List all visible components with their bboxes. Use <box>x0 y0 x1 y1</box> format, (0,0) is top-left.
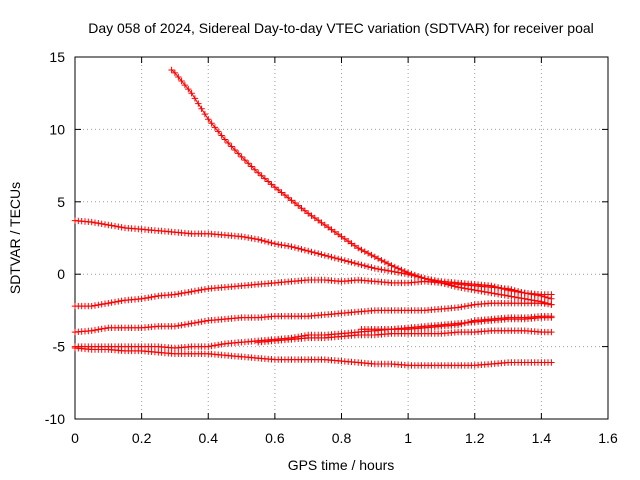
y-axis: -10 -5 0 5 10 15 <box>45 49 608 427</box>
grid-layer <box>75 57 608 419</box>
series-satellite-7 <box>358 313 555 333</box>
y-tick-label: 5 <box>57 194 65 210</box>
x-tick-label: 1.4 <box>532 430 552 446</box>
x-tick-label: 0.4 <box>199 430 219 446</box>
data-point-markers <box>71 276 555 310</box>
data-point-markers <box>71 344 555 369</box>
y-tick-label: -10 <box>45 411 65 427</box>
x-tick-label: 0.6 <box>265 430 285 446</box>
x-tick-label: 1.2 <box>465 430 485 446</box>
x-axis: 0 0.2 0.4 0.6 0.8 1 1.2 1.4 1.6 <box>71 57 618 446</box>
data-point-markers <box>358 313 555 333</box>
y-tick-label: 0 <box>57 266 65 282</box>
series-satellite-3 <box>71 276 555 310</box>
x-axis-label: GPS time / hours <box>288 457 395 473</box>
x-tick-label: 0 <box>71 430 79 446</box>
series-layer <box>71 66 555 369</box>
series-satellite-1 <box>168 66 555 308</box>
data-point-markers <box>71 300 555 336</box>
y-tick-label: 15 <box>49 49 65 65</box>
y-axis-label: SDTVAR / TECUs <box>7 182 23 294</box>
y-tick-label: 10 <box>49 121 65 137</box>
x-tick-label: 1.6 <box>598 430 618 446</box>
chart-title: Day 058 of 2024, Sidereal Day-to-day VTE… <box>88 20 594 36</box>
series-satellite-8 <box>255 327 555 346</box>
x-tick-label: 1 <box>404 430 412 446</box>
data-point-markers <box>255 327 555 346</box>
series-satellite-6 <box>71 344 555 369</box>
plot-frame <box>74 56 609 420</box>
y-tick-label: -5 <box>53 339 66 355</box>
x-tick-label: 0.2 <box>132 430 152 446</box>
series-satellite-4 <box>71 300 555 336</box>
x-tick-label: 0.8 <box>332 430 352 446</box>
